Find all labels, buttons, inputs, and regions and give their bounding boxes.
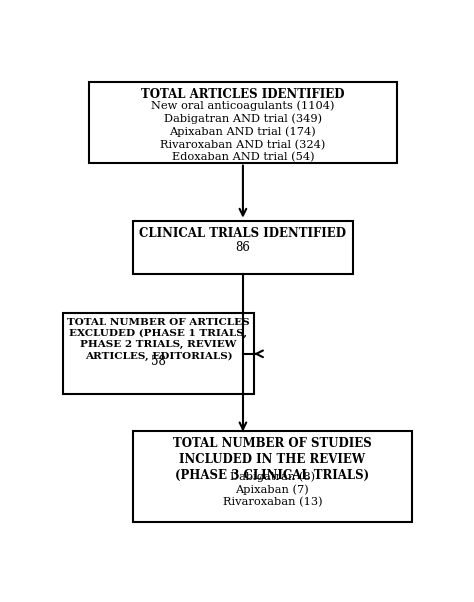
FancyBboxPatch shape xyxy=(63,313,254,394)
Text: TOTAL ARTICLES IDENTIFIED: TOTAL ARTICLES IDENTIFIED xyxy=(141,87,345,101)
FancyBboxPatch shape xyxy=(133,432,412,522)
Text: 86: 86 xyxy=(236,241,250,254)
FancyBboxPatch shape xyxy=(133,220,353,274)
Text: TOTAL NUMBER OF ARTICLES
EXCLUDED (PHASE 1 TRIALS,
PHASE 2 TRIALS, REVIEW
ARTICL: TOTAL NUMBER OF ARTICLES EXCLUDED (PHASE… xyxy=(67,318,250,361)
Text: 58: 58 xyxy=(151,355,166,368)
Text: TOTAL NUMBER OF STUDIES
INCLUDED IN THE REVIEW
(PHASE 3 CLINICAL TRIALS): TOTAL NUMBER OF STUDIES INCLUDED IN THE … xyxy=(173,437,372,482)
Text: Dabigatran (8)
Apixaban (7)
Rivaroxaban (13): Dabigatran (8) Apixaban (7) Rivaroxaban … xyxy=(222,471,322,507)
Text: CLINICAL TRIALS IDENTIFIED: CLINICAL TRIALS IDENTIFIED xyxy=(139,226,346,240)
Text: New oral anticoagulants (1104)
Dabigatran AND trial (349)
Apixaban AND trial (17: New oral anticoagulants (1104) Dabigatra… xyxy=(151,100,335,163)
FancyBboxPatch shape xyxy=(89,81,397,163)
